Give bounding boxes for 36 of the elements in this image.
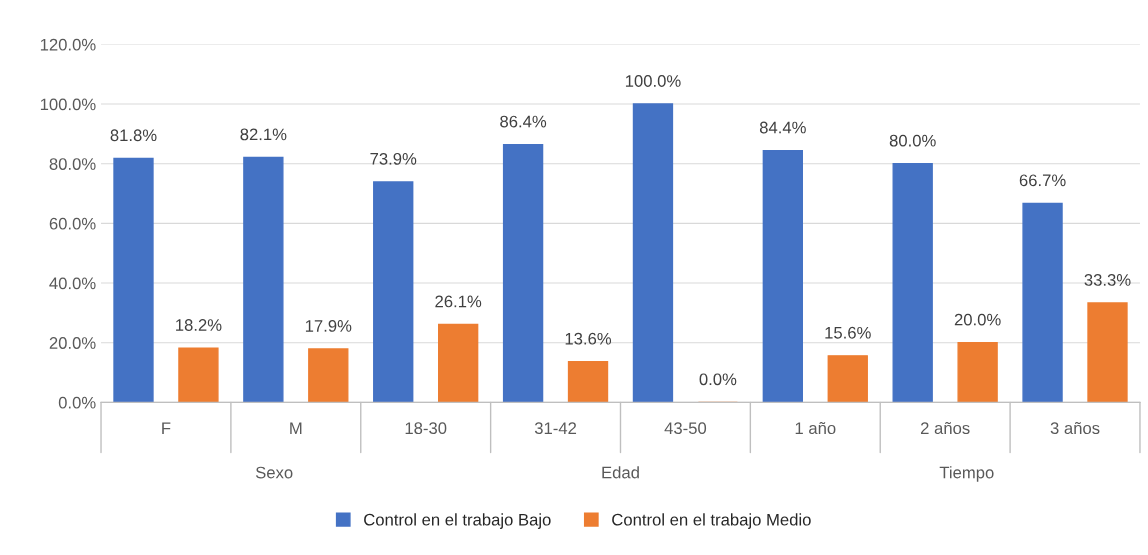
x-tick-label: 3 años (1050, 421, 1100, 435)
x-tick-label: 43-50 (664, 422, 707, 435)
data-label: 18.2% (176, 319, 222, 331)
y-tick-label: 100.0% (40, 98, 96, 111)
y-tick-label: 40.0% (49, 277, 96, 290)
data-label: 33.3% (1084, 274, 1131, 286)
y-tick-label: 0.0% (58, 396, 96, 409)
y-tick-label: 20.0% (49, 337, 96, 349)
x-tick-label: M (290, 422, 302, 434)
legend-label: Control en el trabajo Bajo (364, 513, 551, 529)
data-label: 82.1% (240, 128, 287, 141)
text: Edad (602, 466, 639, 479)
y-tick-label: 80.0% (49, 158, 96, 170)
data-label: 17.9% (305, 319, 352, 332)
text: Sexo (255, 466, 293, 479)
data-label: 15.6% (825, 326, 871, 339)
x-tick-label: F (162, 422, 171, 434)
data-label: 81.8% (110, 129, 157, 142)
x-tick-label: 1 año (795, 421, 836, 435)
text: Tiempo (939, 466, 994, 482)
data-label: 80.0% (889, 134, 936, 147)
data-label: 86.4% (500, 115, 547, 128)
data-label: 100.0% (625, 75, 681, 87)
data-label: 73.9% (370, 152, 417, 165)
y-tick-label: 120.0% (40, 38, 96, 51)
x-tick-label: 18-30 (405, 422, 447, 435)
y-tick-label: 60.0% (49, 217, 96, 230)
x-tick-label: 31-42 (534, 422, 577, 435)
data-label: 66.7% (1019, 174, 1066, 187)
data-label: 84.4% (759, 121, 806, 134)
legend-label: Control en el trabajo Medio (612, 513, 811, 529)
x-tick-label: 2 años (920, 421, 970, 435)
data-label: 20.0% (954, 313, 1001, 326)
data-label: 0.0% (699, 373, 737, 386)
data-label: 26.1% (435, 295, 482, 308)
data-label: 13.6% (565, 332, 612, 345)
